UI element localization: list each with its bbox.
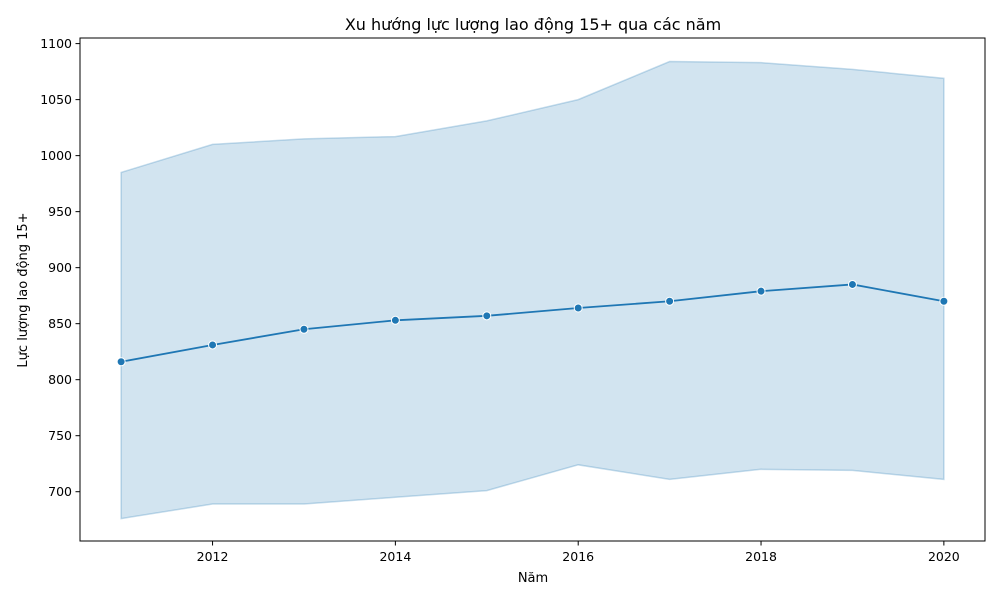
data-point	[116, 357, 126, 367]
data-point	[665, 296, 675, 306]
y-tick-label: 750	[48, 428, 72, 443]
data-point	[208, 340, 218, 350]
y-tick-label: 950	[48, 204, 72, 219]
y-tick-label: 850	[48, 316, 72, 331]
x-tick-label: 2012	[197, 549, 229, 564]
data-point	[390, 315, 400, 325]
data-point	[847, 279, 857, 289]
x-tick-label: 2016	[562, 549, 594, 564]
axes-frame	[79, 37, 986, 542]
data-point	[482, 311, 492, 321]
y-tick-label: 1050	[40, 92, 72, 107]
x-axis-label: Năm	[518, 571, 548, 586]
y-tick-label: 1100	[40, 36, 72, 51]
confidence-band	[120, 60, 945, 520]
data-point	[756, 286, 766, 296]
series-line	[120, 283, 945, 363]
y-tick-label: 800	[48, 372, 72, 387]
y-axis-label: Lực lượng lao động 15+	[16, 212, 31, 367]
data-point	[299, 324, 309, 334]
y-tick-label: 900	[48, 260, 72, 275]
y-tick-label: 1000	[40, 148, 72, 163]
plot-area: 2012 2014 2016 2018 2020 700 750 800 850 900 950 10…	[40, 36, 986, 564]
x-tick-label: 2020	[928, 549, 960, 564]
chart-title: Xu hướng lực lượng lao động 15+ qua các …	[345, 15, 721, 34]
y-tick-label: 700	[48, 484, 72, 499]
x-tick-label: 2014	[379, 549, 411, 564]
x-tick-label: 2018	[745, 549, 777, 564]
data-point	[573, 303, 583, 313]
data-point	[939, 296, 949, 306]
